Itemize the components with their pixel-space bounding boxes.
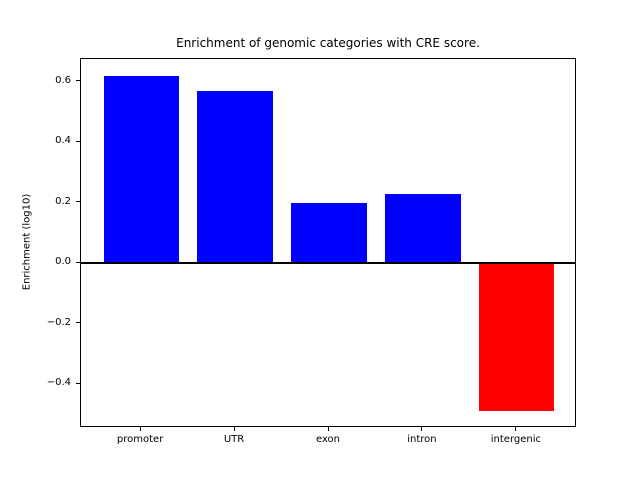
zero-line (81, 262, 575, 265)
x-tick-mark (233, 427, 235, 431)
x-tick-label: intron (407, 434, 437, 445)
y-tick-mark (76, 80, 80, 82)
y-tick-label: 0.0 (55, 256, 71, 268)
y-tick-mark (76, 382, 80, 384)
plot-area (80, 58, 576, 427)
y-tick-mark (76, 261, 80, 263)
x-tick-mark (139, 427, 141, 431)
x-tick-label: promoter (116, 434, 164, 445)
x-tick-mark (421, 427, 423, 431)
x-tick-mark (515, 427, 517, 431)
y-tick-label: −0.2 (46, 316, 71, 328)
x-tick-mark (327, 427, 329, 431)
x-tick-label: exon (315, 434, 341, 445)
y-tick-label: 0.2 (55, 195, 71, 207)
bar-promoter (103, 75, 179, 264)
y-tick-label: −0.4 (46, 377, 71, 389)
x-tick-label: UTR (223, 434, 245, 445)
bar-intron (385, 193, 461, 264)
bar-UTR (197, 90, 273, 264)
y-tick-label: 0.4 (55, 135, 71, 147)
y-tick-mark (76, 201, 80, 203)
x-tick-label: intergenic (490, 434, 541, 445)
y-tick-mark (76, 322, 80, 324)
y-tick-label: 0.6 (55, 74, 71, 86)
y-tick-mark (76, 140, 80, 142)
chart-title: Enrichment of genomic categories with CR… (176, 36, 480, 50)
bar-intergenic (479, 263, 555, 412)
bar-exon (291, 202, 367, 264)
